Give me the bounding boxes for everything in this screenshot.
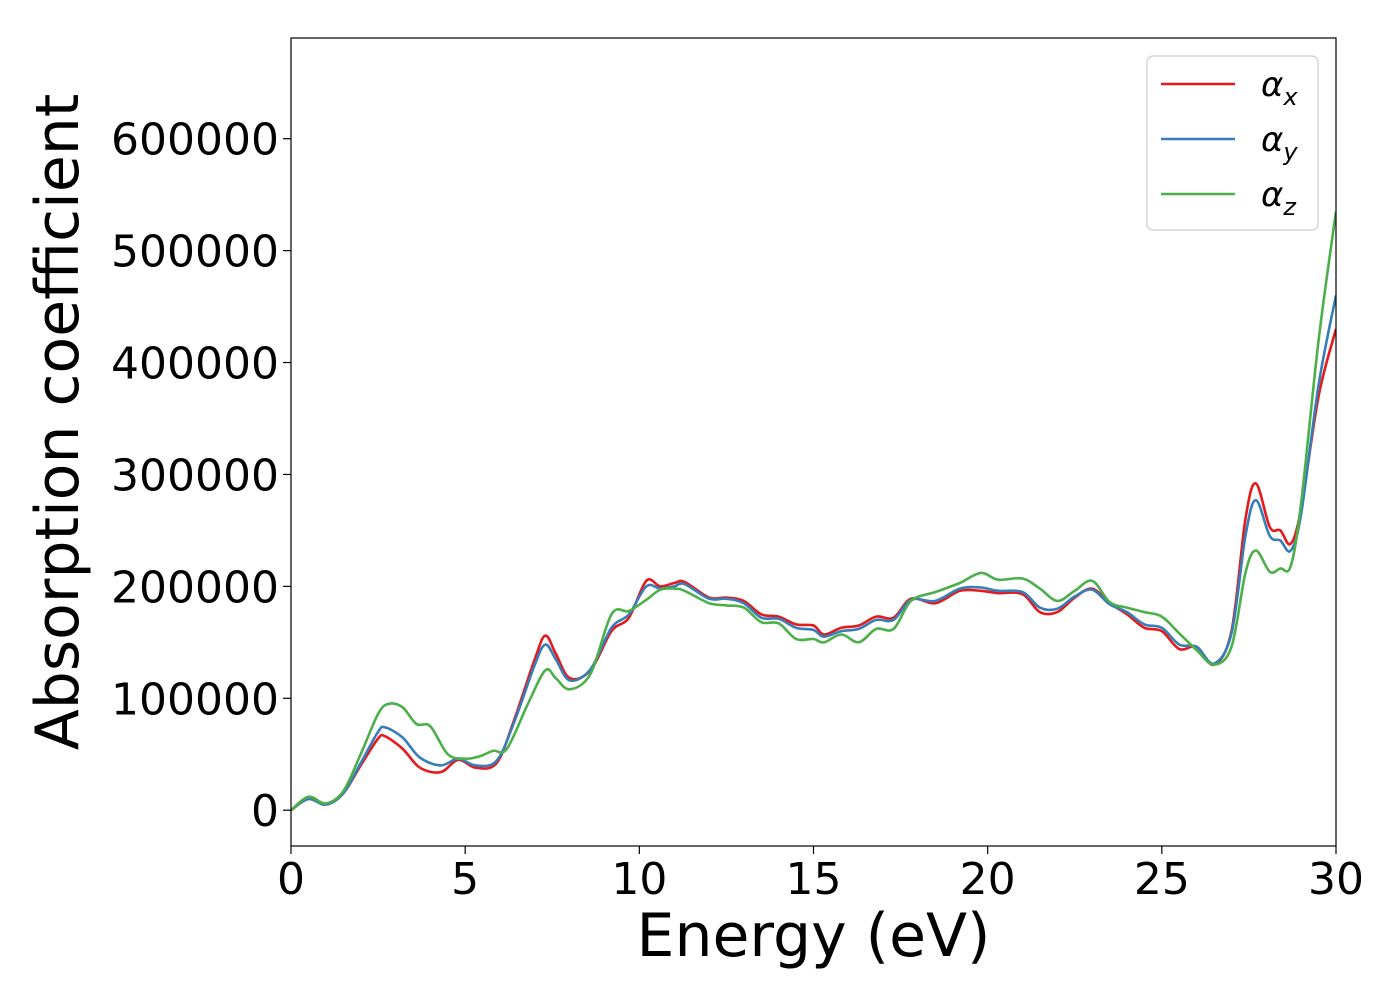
series-line-x [291,328,1336,812]
legend-symbol: α [1261,65,1283,105]
y-tick-label: 400000 [111,339,279,390]
y-axis-title: Absorption coefficient [23,94,93,751]
legend-label-z: αz [1261,175,1297,221]
legend-symbol: α [1261,175,1283,215]
series-line-y [291,295,1336,812]
y-tick-label: 300000 [111,450,279,501]
x-tick-label: 25 [1134,854,1190,905]
series-line-z [291,211,1336,812]
legend-subscript: x [1282,83,1298,111]
legend-subscript: y [1282,138,1298,166]
x-tick-label: 5 [451,854,479,905]
x-tick-label: 0 [277,854,305,905]
y-axis: 0 100000 200000 300000 400000 500000 600000 [111,115,291,837]
legend-symbol: α [1261,120,1283,160]
series-layer [291,211,1336,812]
x-tick-label: 15 [786,854,842,905]
x-tick-label: 10 [611,854,667,905]
y-tick-label: 0 [251,786,279,837]
y-tick-label: 200000 [111,562,279,613]
legend-label-x: αx [1261,65,1298,111]
legend-box [1146,55,1319,231]
y-tick-label: 600000 [111,115,279,166]
y-tick-label: 500000 [111,227,279,278]
legend-label-y: αy [1261,120,1298,166]
x-tick-label: 20 [960,854,1016,905]
x-axis-title: Energy (eV) [637,901,991,971]
legend-subscript: z [1282,193,1297,221]
x-tick-label: 30 [1308,854,1364,905]
x-axis: 0 5 10 15 20 25 30 [277,846,1364,905]
y-tick-label: 100000 [111,674,279,725]
